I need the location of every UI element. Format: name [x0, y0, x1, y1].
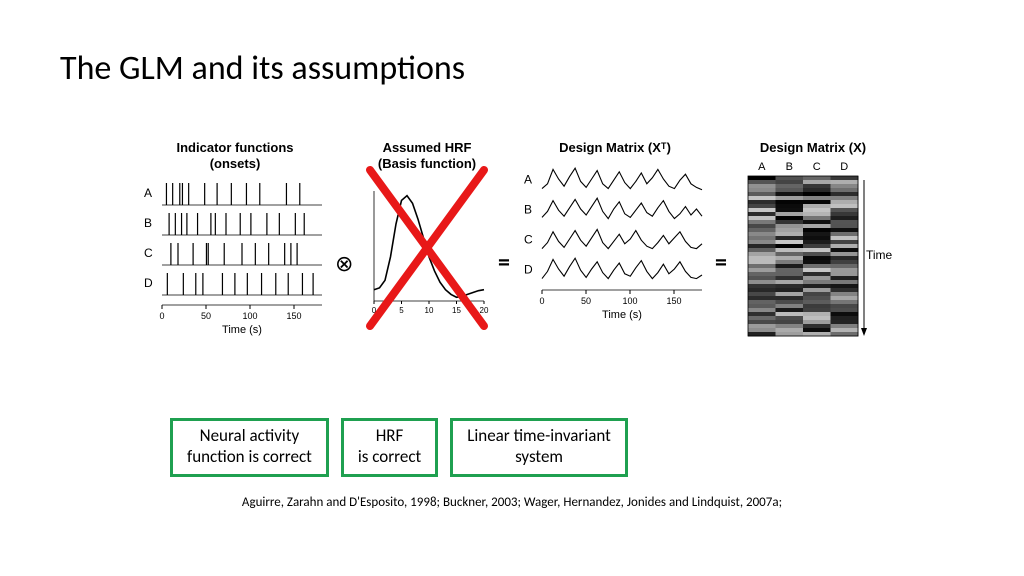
svg-text:B: B — [524, 202, 532, 216]
equals-operator-2: = — [715, 248, 727, 277]
svg-text:50: 50 — [581, 296, 591, 306]
svg-text:C: C — [813, 161, 821, 173]
svg-text:100: 100 — [242, 311, 257, 321]
svg-text:5: 5 — [399, 306, 404, 315]
panel-hrf: Assumed HRF (Basis function) 0 5 10 15 20 — [362, 140, 492, 331]
onsets-plot: A B C D 0 50 100 150 Time (s) — [140, 171, 330, 351]
svg-text:Time (s): Time (s) — [222, 324, 262, 336]
svg-text:20: 20 — [480, 306, 489, 315]
glm-diagram: Indicator functions (onsets) ABCD0501001… — [140, 140, 890, 380]
svg-text:100: 100 — [622, 296, 637, 306]
slide-title: The GLM and its assumptions — [60, 48, 465, 89]
svg-text:0: 0 — [159, 311, 164, 321]
svg-text:50: 50 — [201, 311, 211, 321]
assumption-neural: Neural activityfunction is correct — [170, 418, 329, 477]
panel-xt-title: Design Matrix (Xᵀ) — [520, 140, 710, 160]
svg-text:B: B — [786, 161, 793, 173]
svg-text:D: D — [144, 276, 153, 290]
svg-text:150: 150 — [286, 311, 301, 321]
panel-hrf-title-l1: Assumed HRF — [383, 140, 472, 155]
panel-xt-title-text: Design Matrix (Xᵀ) — [559, 140, 671, 155]
panel-xt: Design Matrix (Xᵀ) A B C D 0 50 100 150 Time (s) — [520, 140, 710, 340]
svg-text:A: A — [524, 172, 532, 186]
panel-hrf-title: Assumed HRF (Basis function) — [362, 140, 492, 171]
svg-text:A: A — [758, 161, 766, 173]
panel-x-title-text: Design Matrix (X) — [760, 140, 866, 155]
hrf-plot: 0 5 10 15 20 — [362, 171, 492, 331]
svg-text:D: D — [840, 161, 848, 173]
svg-text:15: 15 — [452, 306, 461, 315]
svg-text:A: A — [144, 186, 152, 200]
citation-text: Aguirre, Zarahn and D'Esposito, 1998; Bu… — [0, 495, 1024, 510]
panel-onsets-title: Indicator functions (onsets) — [140, 140, 330, 171]
svg-text:150: 150 — [666, 296, 681, 306]
time-side-label: Time — [866, 248, 892, 262]
svg-text:D: D — [524, 262, 533, 276]
svg-text:0: 0 — [372, 306, 377, 315]
svg-text:C: C — [144, 246, 153, 260]
svg-text:C: C — [524, 232, 533, 246]
panel-onsets-title-l1: Indicator functions — [177, 140, 294, 155]
svg-text:10: 10 — [425, 306, 434, 315]
equals-operator-1: = — [498, 248, 510, 277]
panel-onsets: Indicator functions (onsets) A B C D 0 50 100 1… — [140, 140, 330, 351]
convolution-operator: ⊗ — [335, 250, 353, 277]
panel-hrf-title-l2: (Basis function) — [378, 156, 476, 171]
assumption-lti: Linear time-invariantsystem — [450, 418, 628, 477]
assumption-hrf: HRFis correct — [341, 418, 438, 477]
assumption-row: Neural activityfunction is correct HRFis… — [170, 418, 628, 477]
xt-plot: A B C D 0 50 100 150 Time (s) — [520, 160, 710, 340]
svg-text:0: 0 — [539, 296, 544, 306]
panel-onsets-title-l2: (onsets) — [210, 156, 261, 171]
svg-text:B: B — [144, 216, 152, 230]
svg-text:Time (s): Time (s) — [602, 309, 642, 321]
panel-x-title: Design Matrix (X) — [738, 140, 888, 158]
